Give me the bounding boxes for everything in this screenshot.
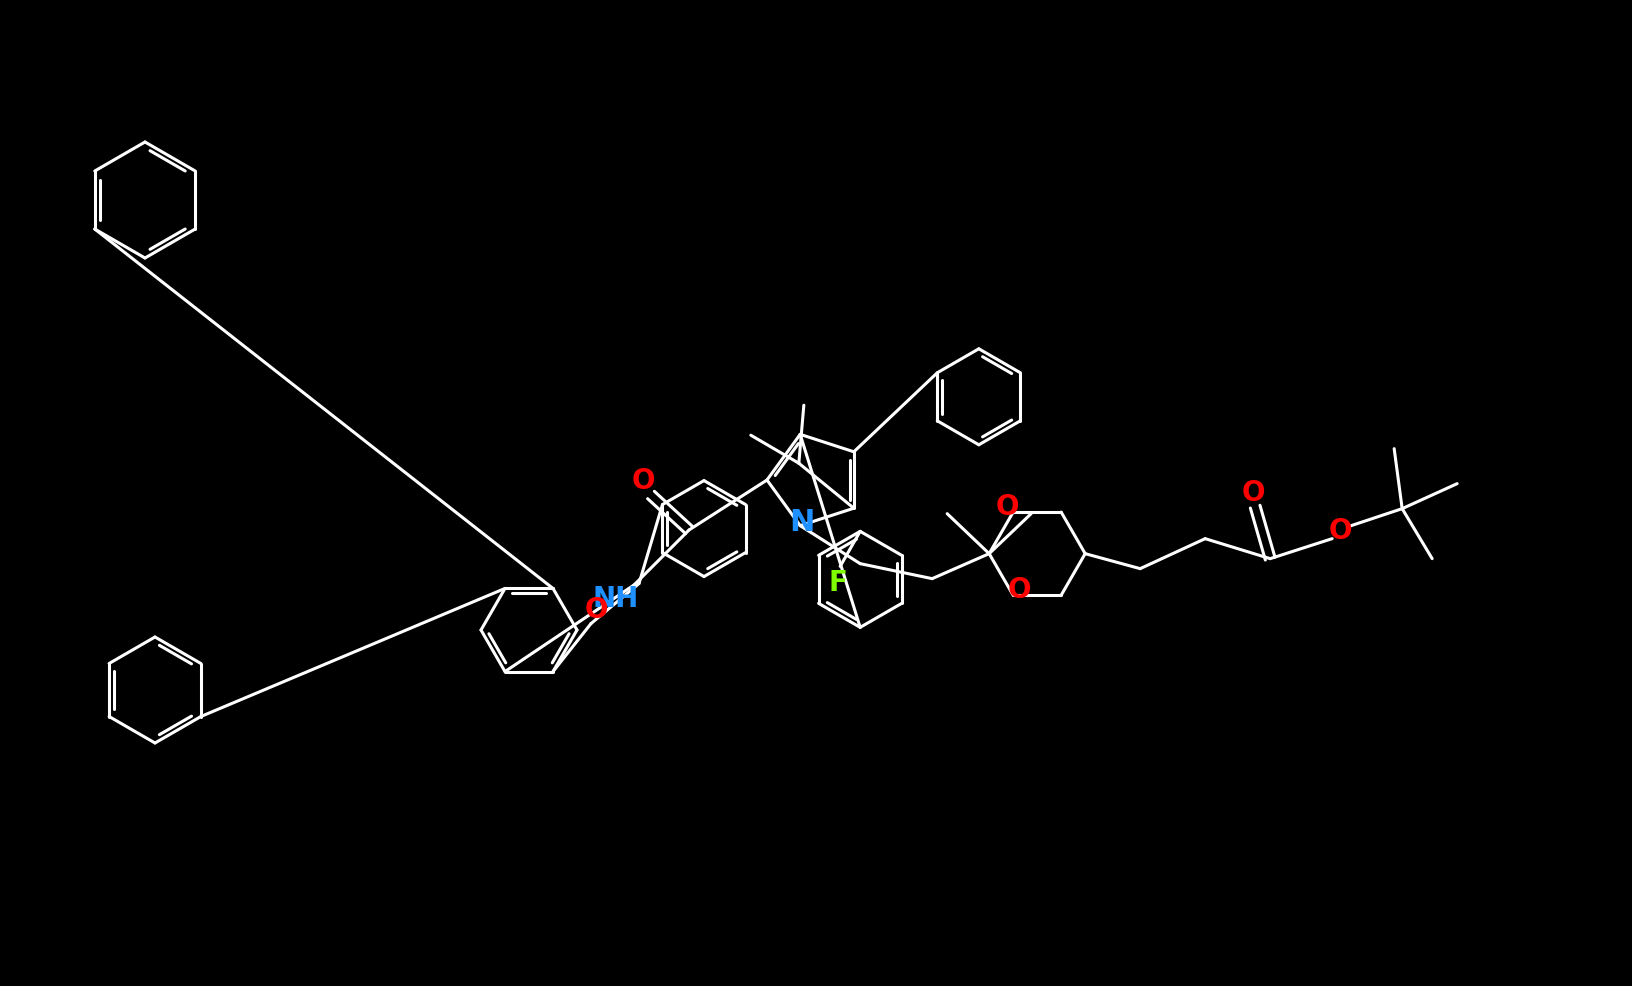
Text: O: O — [996, 493, 1018, 521]
Text: O: O — [1240, 478, 1265, 507]
Text: NH: NH — [592, 585, 638, 613]
Text: O: O — [584, 596, 607, 623]
Text: O: O — [632, 467, 654, 495]
Text: O: O — [1007, 576, 1030, 604]
Text: F: F — [827, 569, 847, 598]
Text: N: N — [788, 508, 814, 537]
Text: O: O — [1327, 517, 1351, 544]
